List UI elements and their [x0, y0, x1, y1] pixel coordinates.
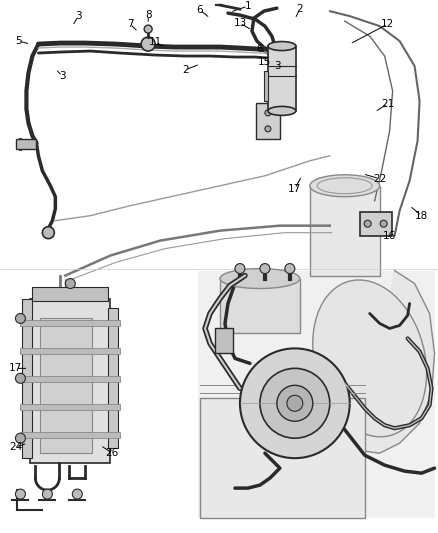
Bar	[30, 298, 110, 463]
Circle shape	[15, 373, 25, 383]
Text: 5: 5	[15, 36, 22, 46]
Bar	[219, 279, 299, 334]
Bar	[32, 287, 108, 301]
Bar	[309, 186, 379, 276]
Text: 7: 7	[127, 19, 133, 29]
Circle shape	[15, 489, 25, 499]
Ellipse shape	[267, 107, 295, 116]
Ellipse shape	[219, 269, 299, 288]
Circle shape	[144, 25, 152, 33]
Text: 8: 8	[145, 10, 151, 20]
Circle shape	[379, 220, 386, 227]
Text: 3: 3	[59, 71, 66, 81]
Bar	[108, 309, 118, 448]
Text: 24: 24	[9, 442, 22, 452]
Ellipse shape	[309, 175, 379, 197]
Text: 26: 26	[106, 448, 119, 458]
Circle shape	[259, 368, 329, 438]
Text: 6: 6	[196, 5, 203, 15]
Circle shape	[141, 37, 155, 51]
Text: 18: 18	[414, 211, 427, 221]
Ellipse shape	[312, 280, 426, 437]
Circle shape	[240, 349, 349, 458]
Bar	[21, 404, 120, 410]
Text: 11: 11	[148, 37, 161, 47]
Circle shape	[15, 433, 25, 443]
Circle shape	[364, 220, 370, 227]
Polygon shape	[364, 271, 434, 453]
Circle shape	[15, 313, 25, 324]
Bar	[255, 103, 279, 139]
Bar	[21, 320, 120, 326]
Text: 3: 3	[274, 61, 281, 71]
Circle shape	[264, 126, 270, 132]
Bar	[198, 271, 434, 518]
Bar	[267, 46, 295, 111]
Circle shape	[65, 279, 75, 288]
Text: 15: 15	[258, 57, 271, 67]
Circle shape	[42, 227, 54, 239]
Text: 13: 13	[233, 18, 246, 28]
Text: 17: 17	[288, 184, 301, 193]
Text: 22: 22	[372, 174, 385, 184]
Circle shape	[72, 489, 82, 499]
Bar	[200, 398, 364, 518]
Text: 21: 21	[380, 99, 393, 109]
Text: 1: 1	[244, 1, 251, 11]
Text: 2: 2	[181, 65, 188, 75]
Text: 17: 17	[9, 364, 22, 373]
Text: 3: 3	[75, 11, 81, 21]
Text: 6: 6	[256, 44, 263, 54]
Circle shape	[276, 385, 312, 421]
Text: 12: 12	[380, 19, 393, 29]
Bar	[215, 328, 233, 353]
Bar	[40, 318, 92, 453]
Ellipse shape	[267, 42, 295, 51]
Bar	[21, 376, 120, 382]
Circle shape	[42, 489, 52, 499]
Circle shape	[284, 264, 294, 273]
Circle shape	[259, 264, 269, 273]
Bar	[21, 432, 120, 438]
Circle shape	[264, 110, 270, 116]
Bar	[22, 298, 32, 458]
Bar	[263, 71, 267, 101]
Text: 16: 16	[382, 231, 396, 240]
Bar	[21, 349, 120, 354]
Bar	[16, 139, 36, 149]
Text: 2: 2	[296, 4, 303, 14]
Bar	[359, 212, 391, 236]
Circle shape	[234, 264, 244, 273]
Circle shape	[286, 395, 302, 411]
